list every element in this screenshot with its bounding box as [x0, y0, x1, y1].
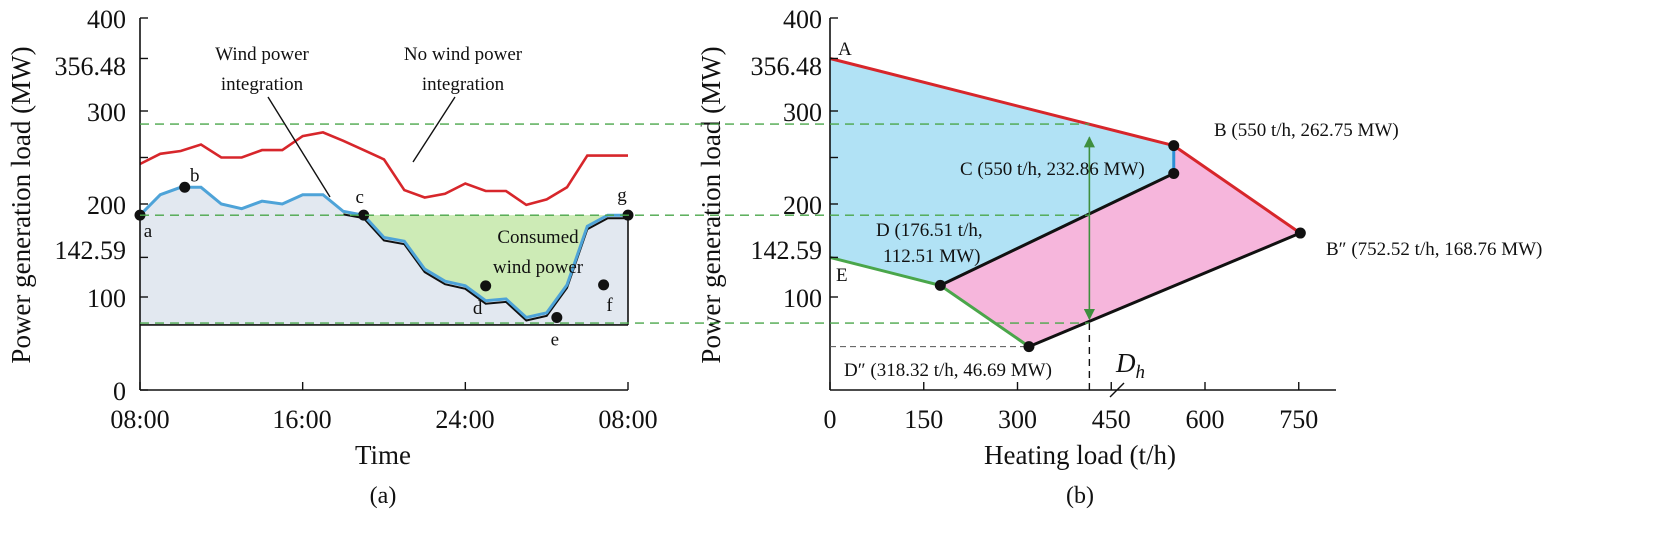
point-label-A: A: [838, 39, 852, 60]
y-tick-label-356: 356.48: [55, 52, 127, 81]
x-tick-label-b-0: 0: [824, 405, 837, 434]
annotation-wind-line2: integration: [221, 74, 304, 95]
dashed-guides: [140, 123, 1090, 324]
y-tick-label-b-300: 300: [783, 98, 822, 127]
point-label-e: e: [551, 329, 559, 350]
point-e: [551, 311, 563, 323]
point-b-D: [934, 279, 946, 291]
y-ticks-a: [140, 17, 148, 391]
panel-label-a: (a): [370, 483, 397, 509]
y-tick-label-200: 200: [87, 191, 126, 220]
point-label-B: B (550 t/h, 262.75 MW): [1214, 120, 1399, 141]
y-ticks-b: [830, 17, 838, 298]
point-label-D-line2: 112.51 MW): [883, 246, 980, 267]
x-tick-labels-b: 0 150 300 450 600 750: [824, 405, 1319, 434]
dh-label: Dh: [1115, 348, 1145, 383]
x-tick-label-b-450: 450: [1092, 405, 1131, 434]
point-label-C: C (550 t/h, 232.86 MW): [960, 159, 1145, 180]
point-b: [179, 181, 191, 193]
point-b-D2: [1023, 341, 1035, 353]
base-load-region: [140, 187, 628, 325]
y-tick-label-b-142: 142.59: [751, 236, 823, 265]
point-label-D2: D″ (318.32 t/h, 46.69 MW): [844, 360, 1052, 381]
point-c: [358, 209, 370, 221]
x-tick-label-0800-end: 08:00: [598, 405, 657, 434]
x-tick-label-0800-start: 08:00: [110, 405, 169, 434]
x-ticks-a: [139, 382, 629, 390]
x-tick-label-1600: 16:00: [272, 405, 331, 434]
y-axis-label-a: Power generation load (MW): [6, 46, 36, 363]
x-ticks-b: [829, 382, 1300, 390]
x-axis-label-a: Time: [355, 440, 411, 470]
annotation-nowind-line2: integration: [422, 74, 505, 95]
key-points-b: [934, 140, 1306, 353]
chart-panel-a: 400 356.48 300 200 142.59 100 0 08:00 16…: [6, 5, 658, 509]
x-tick-label-b-600: 600: [1186, 405, 1225, 434]
dh-slash: [1109, 382, 1125, 398]
y-axis-label-b: Power generation load (MW): [696, 46, 726, 363]
y-tick-label-142: 142.59: [55, 236, 127, 265]
operating-region-pink: [940, 145, 1301, 347]
y-tick-label-b-400: 400: [783, 5, 822, 34]
key-points-a: a b c d e f g: [134, 165, 634, 350]
y-tick-label-300: 300: [87, 98, 126, 127]
point-label-a: a: [144, 221, 153, 242]
x-tick-label-b-300: 300: [998, 405, 1037, 434]
x-axis-label-b: Heating load (t/h): [984, 440, 1176, 470]
annotation-nowind-leader: [412, 96, 456, 163]
annotation-consumed-line1: Consumed: [497, 227, 579, 248]
consumed-wind-power-region: [343, 211, 628, 318]
point-f: [598, 279, 610, 291]
point-label-D-line1: D (176.51 t/h,: [876, 220, 983, 241]
x-tick-label-2400: 24:00: [435, 405, 494, 434]
x-tick-label-b-150: 150: [904, 405, 943, 434]
point-b-B: [1168, 140, 1180, 152]
point-label-b: b: [190, 165, 200, 186]
y-tick-label-b-100: 100: [783, 284, 822, 313]
annotation-nowind-line1: No wind power: [404, 44, 523, 65]
operating-region-blue: [830, 58, 1174, 286]
point-b-B2: [1294, 227, 1306, 239]
point-label-f: f: [606, 295, 613, 316]
x-tick-label-b-750: 750: [1279, 405, 1318, 434]
y-tick-label-0: 0: [113, 377, 126, 406]
annotation-consumed-line2: wind power: [493, 257, 584, 278]
annotation-wind-leader: [267, 96, 331, 198]
panel-label-b: (b): [1066, 483, 1094, 509]
point-label-E: E: [836, 265, 848, 286]
edge-d2-b2: [1028, 231, 1301, 348]
point-label-B2: B″ (752.52 t/h, 168.76 MW): [1326, 239, 1542, 260]
point-d: [480, 280, 492, 292]
point-label-d: d: [473, 298, 483, 319]
y-tick-label-100: 100: [87, 284, 126, 313]
point-label-g: g: [617, 185, 627, 206]
chart-panel-b: 400 356.48 300 200 142.59 100 0 150 300 450…: [696, 5, 1542, 509]
y-tick-label-b-356: 356.48: [751, 52, 823, 81]
series-wind: [138, 185, 628, 320]
edge-d-c: [939, 172, 1175, 287]
annotation-wind-line1: Wind power: [215, 44, 309, 65]
point-b-C: [1168, 167, 1180, 179]
point-label-c: c: [355, 187, 363, 208]
series-no-wind: [139, 131, 628, 207]
y-tick-label-400: 400: [87, 5, 126, 34]
